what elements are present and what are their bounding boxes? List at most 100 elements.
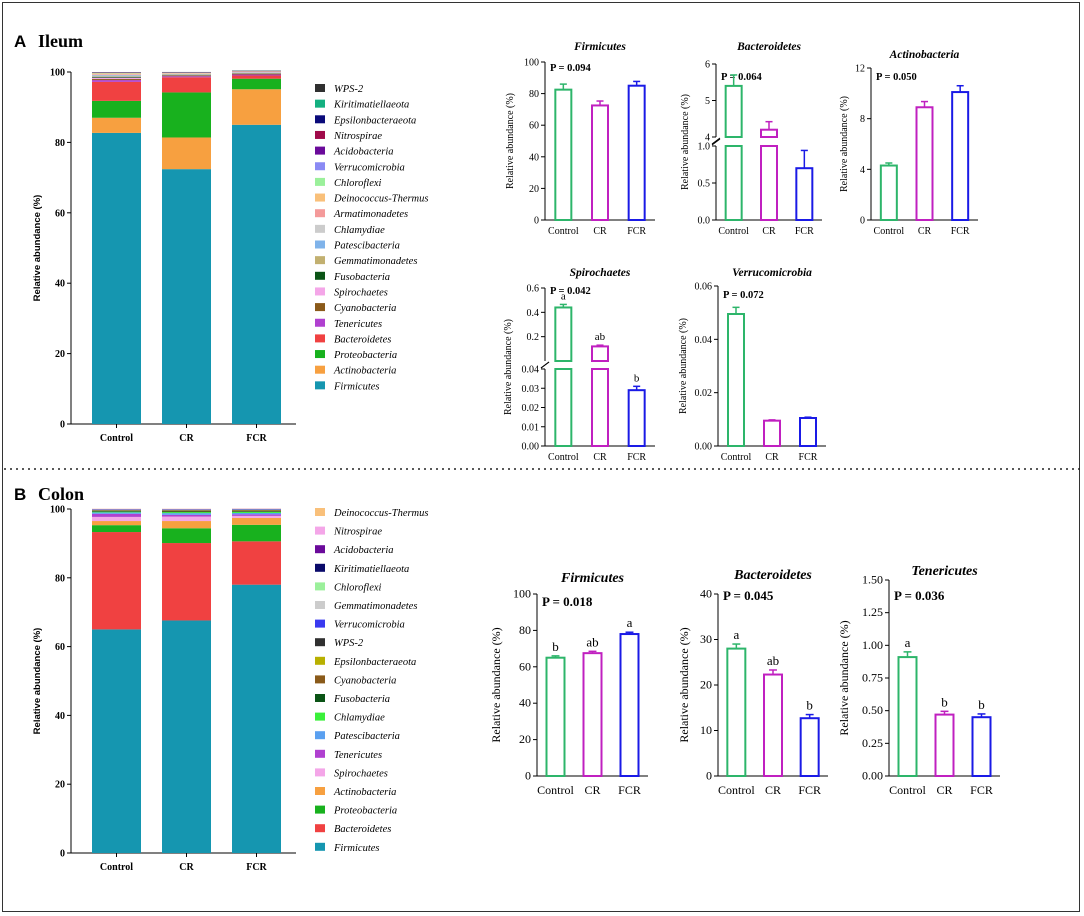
stacked-segment	[92, 532, 141, 630]
legend-label: Nitrospirae	[333, 527, 382, 538]
stacked-segment	[92, 117, 141, 133]
stacked-segment	[232, 524, 281, 542]
x-tick-label: Control	[100, 433, 133, 444]
stacked-segment	[232, 584, 281, 853]
chart-title: Verrucomicrobia	[732, 267, 812, 279]
stacked-segment	[162, 543, 211, 621]
stacked-segment	[92, 100, 141, 118]
bar	[627, 389, 646, 447]
chart-title: Firmicutes	[560, 571, 625, 586]
y-tick-label: 0.5	[698, 179, 711, 190]
legend-swatch	[315, 694, 325, 702]
y-tick-label: 0.75	[862, 671, 883, 685]
sig-letter: ab	[586, 634, 598, 649]
x-tick-label: FCR	[618, 783, 641, 797]
legend-label: Verrucomicrobia	[334, 162, 405, 173]
legend-swatch	[315, 99, 325, 108]
chart-title: Bacteroidetes	[736, 41, 801, 53]
legend-label: Actinobacteria	[333, 787, 396, 798]
bar	[726, 647, 747, 777]
p-value: P = 0.018	[542, 594, 593, 609]
bar	[724, 84, 743, 138]
break-gap	[759, 138, 779, 145]
legend-swatch	[315, 350, 325, 359]
legend-label: Verrucomicrobia	[334, 620, 405, 631]
panel-title: Ileum	[38, 31, 83, 51]
stacked-segment	[162, 76, 211, 78]
legend-swatch	[315, 381, 325, 390]
legend-label: Fusobacteria	[333, 694, 390, 705]
sig-letter: b	[634, 372, 640, 384]
bar-chart: 0.00 0.25 0.50 0.75 1.00 1.25 1.50 Relative abu…	[837, 564, 1000, 797]
legend-label: Gemmatimonadetes	[334, 256, 417, 267]
bar	[619, 633, 640, 777]
legend-swatch	[315, 256, 325, 265]
stacked-segment	[232, 541, 281, 585]
p-value: P = 0.042	[550, 286, 591, 297]
y-tick-label: 100	[50, 68, 65, 79]
x-tick-label: FCR	[627, 226, 646, 237]
y-tick-label: 6	[705, 60, 710, 71]
y-tick-label: 0	[60, 849, 65, 860]
y-tick-label: 40	[55, 711, 65, 722]
panel-letter: A	[14, 32, 26, 51]
bar	[934, 713, 955, 778]
legend-swatch	[315, 287, 325, 296]
stacked-segment	[162, 77, 211, 93]
stacked-segment	[232, 78, 281, 90]
y-tick-label: 0.00	[695, 442, 713, 453]
x-tick-label: CR	[179, 862, 194, 873]
sig-letter: a	[561, 290, 566, 302]
chart-title: Firmicutes	[573, 41, 626, 53]
x-tick-label: CR	[593, 226, 607, 237]
legend-swatch	[315, 303, 325, 312]
break-gap	[590, 362, 610, 368]
bar	[591, 104, 609, 221]
bar	[554, 306, 573, 363]
stacked-segment	[232, 75, 281, 79]
x-tick-label: CR	[936, 783, 952, 797]
x-tick-label: Control	[718, 226, 749, 237]
legend-label: Spirochaetes	[334, 768, 388, 779]
y-tick-label: 80	[55, 573, 65, 584]
bar	[763, 419, 781, 447]
break-gap	[723, 138, 744, 145]
x-tick-label: CR	[765, 452, 779, 463]
legend-label: Bacteroidetes	[334, 334, 391, 345]
y-tick-label: 40	[55, 279, 65, 290]
legend-label: Patescibacteria	[333, 241, 400, 252]
legend-swatch	[315, 619, 325, 628]
y-axis-label: Relative abundance (%)	[678, 318, 689, 414]
stacked-segment	[162, 510, 211, 512]
y-tick-label: 100	[524, 58, 539, 69]
x-tick-label: FCR	[951, 226, 970, 237]
stacked-segment	[92, 516, 141, 522]
legend-swatch	[315, 545, 325, 554]
y-tick-label: 40	[529, 152, 539, 163]
legend-swatch	[315, 842, 325, 851]
bar	[915, 106, 934, 221]
legend-swatch	[315, 656, 325, 665]
y-tick-label: 0.01	[522, 422, 540, 433]
stacked-segment	[92, 132, 141, 424]
stacked-segment	[92, 76, 141, 77]
chart-title: Tenericutes	[911, 564, 978, 579]
stacked-segment	[92, 76, 141, 78]
stacked-segment	[92, 629, 141, 853]
stacked-segment	[232, 511, 281, 512]
stacked-segment	[162, 511, 211, 513]
sig-letter: b	[941, 694, 948, 709]
x-tick-label: Control	[548, 226, 579, 237]
legend-swatch	[315, 805, 325, 814]
y-tick-label: 0.50	[862, 703, 883, 717]
legend-swatch	[315, 146, 325, 155]
stacked-segment	[232, 73, 281, 75]
y-axis-label: Relative abundance (%)	[503, 319, 514, 415]
legend-swatch	[315, 318, 325, 327]
stacked-segment	[162, 512, 211, 514]
axis-break-mark	[711, 138, 721, 146]
bar	[763, 673, 783, 777]
stacked-segment	[92, 73, 141, 75]
y-tick-label: 0.00	[862, 769, 883, 783]
bar	[591, 368, 609, 447]
